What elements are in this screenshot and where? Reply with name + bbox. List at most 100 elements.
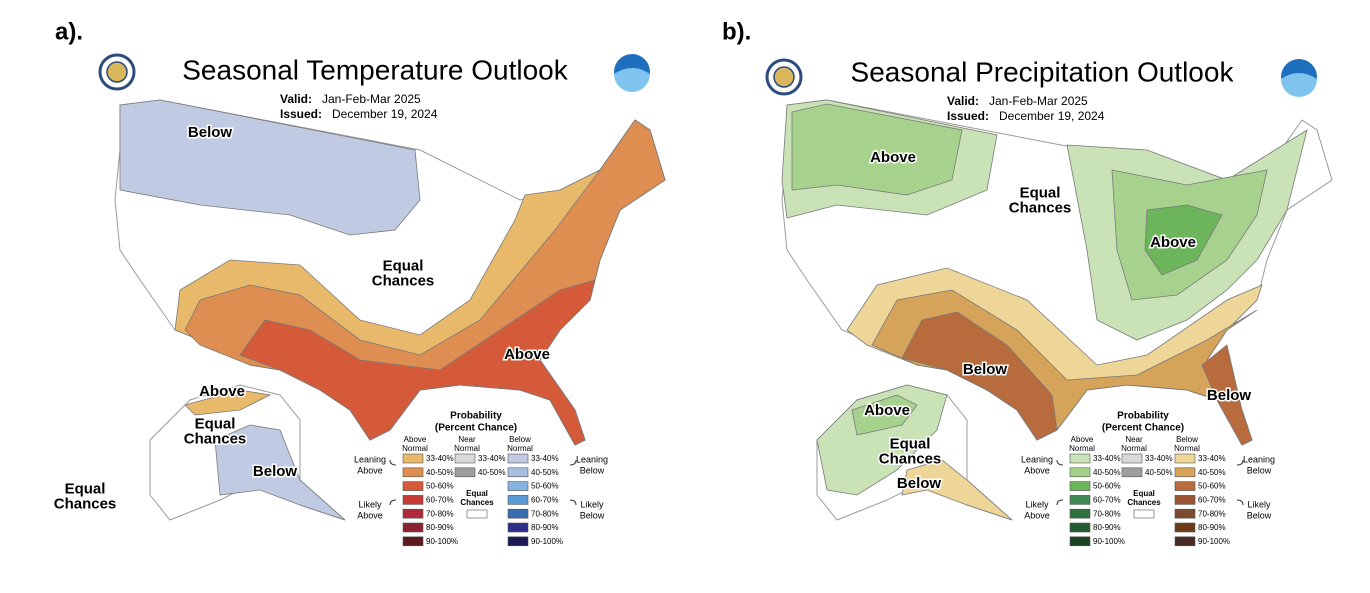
legend-group-label: Leaning [1021, 454, 1053, 464]
legend-swatch [1174, 481, 1196, 491]
legend-item-label: 60-70% [531, 496, 559, 505]
legend-swatch [454, 453, 476, 464]
legend-item-label: 80-90% [1198, 523, 1226, 532]
legend-column-header: Above [1071, 435, 1094, 444]
legend-subtitle: (Percent Chance) [1102, 423, 1184, 434]
legend-swatch [1174, 522, 1196, 533]
legend-column-header: Near [1125, 435, 1143, 444]
legend-equal-swatch [1133, 509, 1155, 519]
region-label: Chances [184, 430, 247, 447]
legend-swatch [402, 536, 424, 547]
region-label: Equal [195, 415, 236, 432]
legend-column-header: Above [404, 435, 427, 444]
legend-group-label: Below [580, 510, 605, 520]
legend-item-label: 33-40% [1145, 454, 1173, 463]
region-label: Below [253, 463, 298, 480]
region-label: Above [1150, 234, 1196, 251]
legend-column-header: Below [509, 435, 531, 444]
valid-label: Valid: [947, 94, 979, 108]
region-label: Above [870, 149, 916, 166]
legend-swatch [402, 508, 424, 519]
legend-equal-swatch [466, 509, 488, 519]
legend-item-label: 60-70% [1198, 496, 1226, 505]
legend-swatch [1069, 481, 1091, 491]
legend-swatch [1174, 508, 1196, 519]
region-label: Below [1207, 387, 1252, 404]
legend-item-label: 33-40% [1093, 454, 1121, 463]
legend-swatch [402, 481, 424, 491]
legend-item-label: 80-90% [426, 523, 454, 532]
region-label: Equal [1020, 184, 1061, 201]
temperature-panel: a). Seasonal Temperature Outlook Valid: Jan… [52, 18, 666, 547]
alaska-above-zone-2 [851, 394, 918, 436]
region-label: Chances [1009, 199, 1072, 216]
region-label: Above [504, 346, 550, 363]
legend-item-label: 50-60% [1198, 482, 1226, 491]
precipitation-panel: b). Seasonal Precipitation Outlook Valid: J… [722, 18, 1333, 547]
region-label: Above [199, 383, 245, 400]
legend-swatch [402, 522, 424, 533]
legend-swatch [507, 495, 529, 505]
alaska-above-zone-1 [816, 384, 948, 496]
legend-equal-chances: Equal [1133, 489, 1155, 498]
alaska-below-zone [901, 459, 1013, 521]
region-label: Below [188, 124, 233, 141]
legend-item-label: 40-50% [531, 468, 559, 477]
legend-item-label: 50-60% [426, 482, 454, 491]
legend-swatch [1069, 522, 1091, 533]
legend-column-header: Below [1176, 435, 1198, 444]
title: Seasonal Precipitation Outlook [851, 56, 1235, 87]
issued-label: Issued: [947, 109, 989, 123]
legend-item-label: 33-40% [426, 454, 454, 463]
legend-group-label: Above [357, 510, 383, 520]
legend-item-label: 50-60% [1093, 482, 1121, 491]
legend-column-header: Normal [402, 444, 428, 453]
legend-swatch [402, 495, 424, 505]
noaa-logo [1281, 59, 1317, 97]
legend-swatch [507, 536, 529, 547]
legend-swatch [1069, 536, 1091, 547]
legend-item-label: 33-40% [478, 454, 506, 463]
legend-item-label: 90-100% [531, 537, 563, 546]
issued-label: Issued: [280, 107, 322, 121]
legend-column-header: Normal [507, 444, 533, 453]
legend-group-label: Above [357, 465, 383, 475]
legend-swatch [507, 453, 529, 464]
legend-equal-chances: Equal [466, 489, 488, 498]
lakes-above-zone-3 [1144, 204, 1223, 276]
legend-equal-chances: Chances [1127, 498, 1161, 507]
legend-swatch [1069, 508, 1091, 519]
legend-item-label: 90-100% [1093, 537, 1125, 546]
legend-group-label: Above [1024, 510, 1050, 520]
legend-subtitle: (Percent Chance) [435, 423, 517, 434]
legend-equal-chances: Chances [460, 498, 494, 507]
title: Seasonal Temperature Outlook [182, 54, 568, 85]
legend-group-label: Leaning [354, 454, 386, 464]
valid: Jan-Feb-Mar 2025 [989, 94, 1088, 108]
below-zone-3 [901, 311, 1058, 441]
legend-swatch [1174, 453, 1196, 464]
legend-swatch [1069, 467, 1091, 478]
legend-column-header: Normal [454, 444, 480, 453]
legend-swatch [1069, 495, 1091, 505]
legend-item-label: 70-80% [1093, 509, 1121, 518]
legend-group-label: Likely [1247, 499, 1271, 509]
legend-item-label: 40-50% [1145, 468, 1173, 477]
legend-swatch [1121, 453, 1143, 464]
panel-label: a). [55, 18, 83, 45]
legend-column-header: Normal [1121, 444, 1147, 453]
legend-item-label: 40-50% [1198, 468, 1226, 477]
legend-item-label: 60-70% [1093, 496, 1121, 505]
legend-swatch [507, 481, 529, 491]
legend-title: Probability [450, 411, 502, 422]
above-zone-3 [239, 279, 596, 446]
legend-group-label: Likely [1025, 499, 1049, 509]
legend-column-header: Normal [1069, 444, 1095, 453]
issued: December 19, 2024 [332, 107, 438, 121]
legend-group-label: Above [1024, 465, 1050, 475]
issued: December 19, 2024 [999, 109, 1105, 123]
noaa-logo [614, 54, 650, 92]
region-label: Equal [65, 480, 106, 497]
region-label: Chances [54, 495, 117, 512]
